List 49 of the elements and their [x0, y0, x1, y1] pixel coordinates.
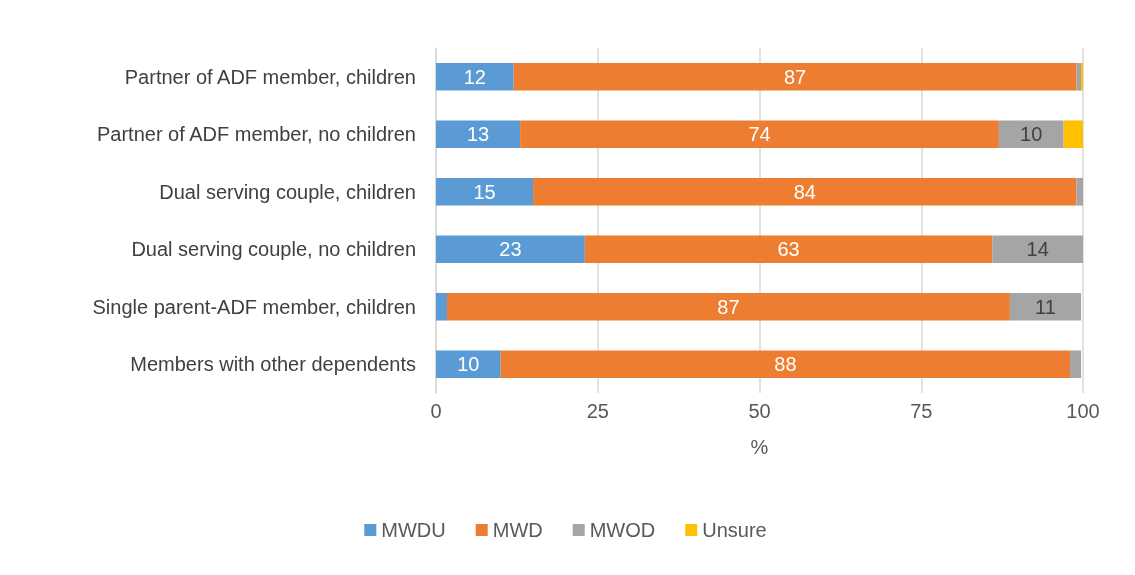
legend-label: MWD: [492, 519, 543, 541]
data-label: 87: [783, 65, 807, 88]
bar: [584, 235, 993, 264]
bar: [1076, 62, 1082, 91]
data-label: 10: [457, 353, 480, 376]
bar: [1063, 120, 1083, 149]
bar: [436, 235, 585, 264]
data-label: 12: [463, 65, 486, 88]
data-label: 10: [1020, 123, 1043, 146]
data-label: 13: [466, 123, 490, 146]
bar: [500, 350, 1071, 379]
y-tick-label: Partner of ADF member, no children: [96, 123, 416, 146]
data-label: 23: [499, 238, 522, 261]
bar: [447, 292, 1010, 321]
x-tick-label: 75: [910, 400, 933, 422]
bar: [1070, 350, 1082, 379]
data-label: 63: [777, 238, 800, 261]
y-tick-label: Single parent-ADF member, children: [92, 295, 416, 318]
x-tick-label: 50: [748, 400, 771, 422]
bar: [998, 120, 1064, 149]
bar: [1076, 177, 1083, 206]
y-tick-label: Dual serving couple, no children: [131, 238, 416, 261]
bar: [436, 177, 534, 206]
bar: [436, 62, 514, 91]
y-tick-label: Members with other dependents: [130, 353, 416, 376]
data-label: 14: [1026, 238, 1049, 261]
legend-label: MWOD: [589, 519, 656, 541]
data-label: 84: [793, 180, 816, 203]
legend-label: MWDU: [381, 519, 446, 541]
bar: [992, 235, 1083, 264]
data-label: 87: [717, 295, 740, 318]
y-tick-label: Dual serving couple, children: [159, 180, 416, 203]
bar: [436, 120, 521, 149]
y-tick-label: Partner of ADF member, children: [124, 65, 416, 88]
data-label: 88: [774, 353, 797, 376]
bar: [513, 62, 1077, 91]
data-label: 74: [748, 123, 771, 146]
bar: [1009, 292, 1082, 321]
bar: [436, 350, 501, 379]
x-axis-title: %: [750, 436, 769, 458]
bar: [436, 292, 447, 321]
data-label: 11: [1035, 295, 1056, 318]
bar: [533, 177, 1077, 206]
legend-label: Unsure: [702, 519, 767, 541]
x-tick-label: 25: [586, 400, 609, 422]
bar: [520, 120, 999, 149]
x-tick-label: 100: [1066, 400, 1100, 422]
data-label: 15: [473, 180, 496, 203]
x-tick-label: 0: [430, 400, 442, 422]
